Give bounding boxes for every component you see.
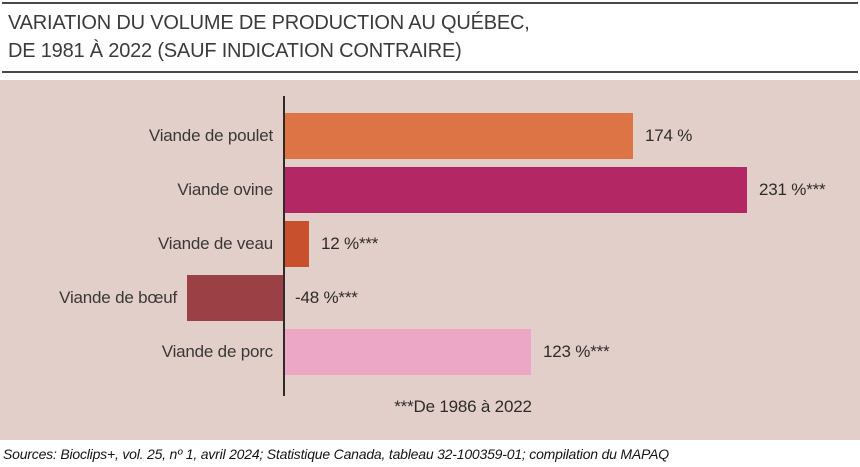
- bar: [187, 275, 283, 321]
- bar-row: Viande de poulet 174 %: [0, 113, 860, 159]
- zero-axis-line: [283, 96, 285, 396]
- title-rule-divider: [2, 71, 858, 73]
- category-label: Viande de veau: [157, 234, 273, 253]
- category-label: Viande ovine: [177, 180, 273, 199]
- value-label: 123 %***: [543, 342, 610, 361]
- chart-panel: Viande de poulet 174 % Viande ovine 231 %**…: [0, 80, 860, 440]
- category-label: Viande de bœuf: [59, 288, 177, 307]
- top-rule-divider: [2, 2, 858, 4]
- category-label: Viande de porc: [161, 342, 273, 361]
- chart-title-line1: VARIATION DU VOLUME DE PRODUCTION AU QUÉ…: [8, 12, 530, 34]
- bar-row: Viande de porc 123 %***: [0, 329, 860, 375]
- bar-rows: Viande de poulet 174 % Viande ovine 231 %**…: [0, 113, 860, 383]
- chart-title-line2: DE 1981 À 2022 (SAUF INDICATION CONTRAIR…: [8, 40, 462, 62]
- bar-row: Viande de bœuf -48 %***: [0, 275, 860, 321]
- bar: [285, 113, 633, 159]
- bar: [285, 329, 531, 375]
- bar-row: Viande de veau 12 %***: [0, 221, 860, 267]
- value-label: 231 %***: [759, 180, 826, 199]
- chart-title: VARIATION DU VOLUME DE PRODUCTION AU QUÉ…: [8, 9, 852, 65]
- category-label: Viande de poulet: [148, 126, 273, 145]
- bar: [285, 167, 747, 213]
- source-citation: Sources: Bioclips+, vol. 25, nº 1, avril…: [3, 446, 669, 462]
- bar: [285, 221, 309, 267]
- bar-row: Viande ovine 231 %***: [0, 167, 860, 213]
- value-label: -48 %***: [295, 288, 358, 307]
- chart-footnote: ***De 1986 à 2022: [394, 397, 532, 416]
- value-label: 174 %: [645, 126, 693, 145]
- value-label: 12 %***: [321, 234, 379, 253]
